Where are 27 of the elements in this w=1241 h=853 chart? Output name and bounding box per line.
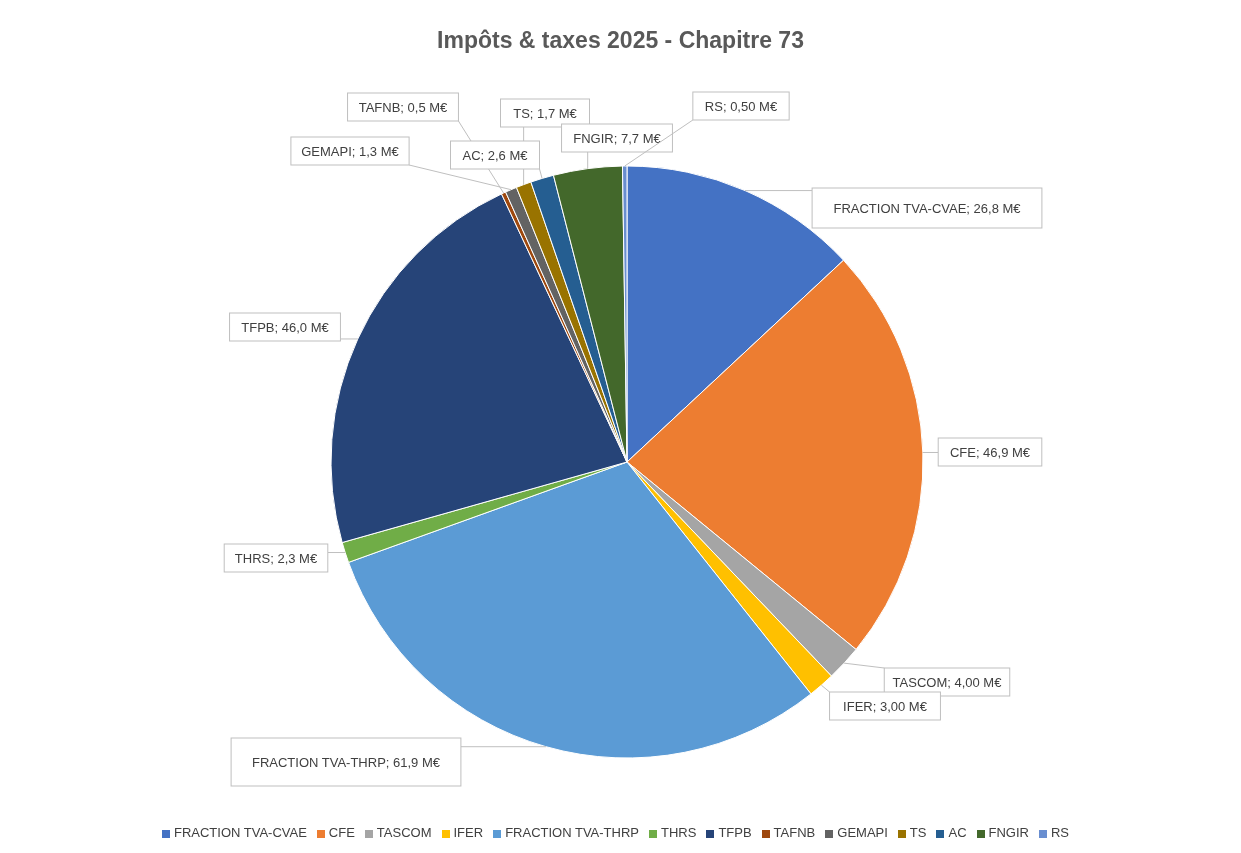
legend-label: THRS <box>660 825 697 840</box>
legend-label: IFER <box>453 825 484 840</box>
legend-label: RS <box>1050 825 1070 840</box>
legend-label: FRACTION TVA-CVAE <box>173 825 307 840</box>
data-label: TAFNB; 0,5 M€ <box>358 99 449 115</box>
data-label: FRACTION TVA-THRP; 61,9 M€ <box>251 754 441 770</box>
legend-label: TASCOM <box>376 825 432 840</box>
data-label: GEMAPI; 1,3 M€ <box>301 143 400 159</box>
legend-label: AC <box>948 825 967 840</box>
data-label: FRACTION TVA-CVAE; 26,8 M€ <box>833 200 1022 216</box>
chart-title: Impôts & taxes 2025 - Chapitre 73 <box>436 26 805 55</box>
data-label: THRS; 2,3 M€ <box>234 550 318 566</box>
data-label: TS; 1,7 M€ <box>513 105 578 121</box>
data-label: FNGIR; 7,7 M€ <box>573 130 662 146</box>
data-label: TFPB; 46,0 M€ <box>241 319 330 335</box>
data-label: TASCOM; 4,00 M€ <box>892 674 1003 690</box>
data-label: IFER; 3,00 M€ <box>843 698 928 714</box>
data-label: CFE; 46,9 M€ <box>949 444 1031 460</box>
legend-label: CFE <box>328 825 355 840</box>
legend-label: FRACTION TVA-THRP <box>505 825 639 840</box>
data-label: RS; 0,50 M€ <box>704 98 778 114</box>
legend-label: FNGIR <box>988 825 1029 840</box>
legend-label: TAFNB <box>773 825 816 840</box>
legend-label: TS <box>909 825 927 840</box>
data-label: AC; 2,6 M€ <box>462 147 529 163</box>
legend-label: GEMAPI <box>837 825 888 840</box>
legend-label: TFPB <box>718 825 752 840</box>
